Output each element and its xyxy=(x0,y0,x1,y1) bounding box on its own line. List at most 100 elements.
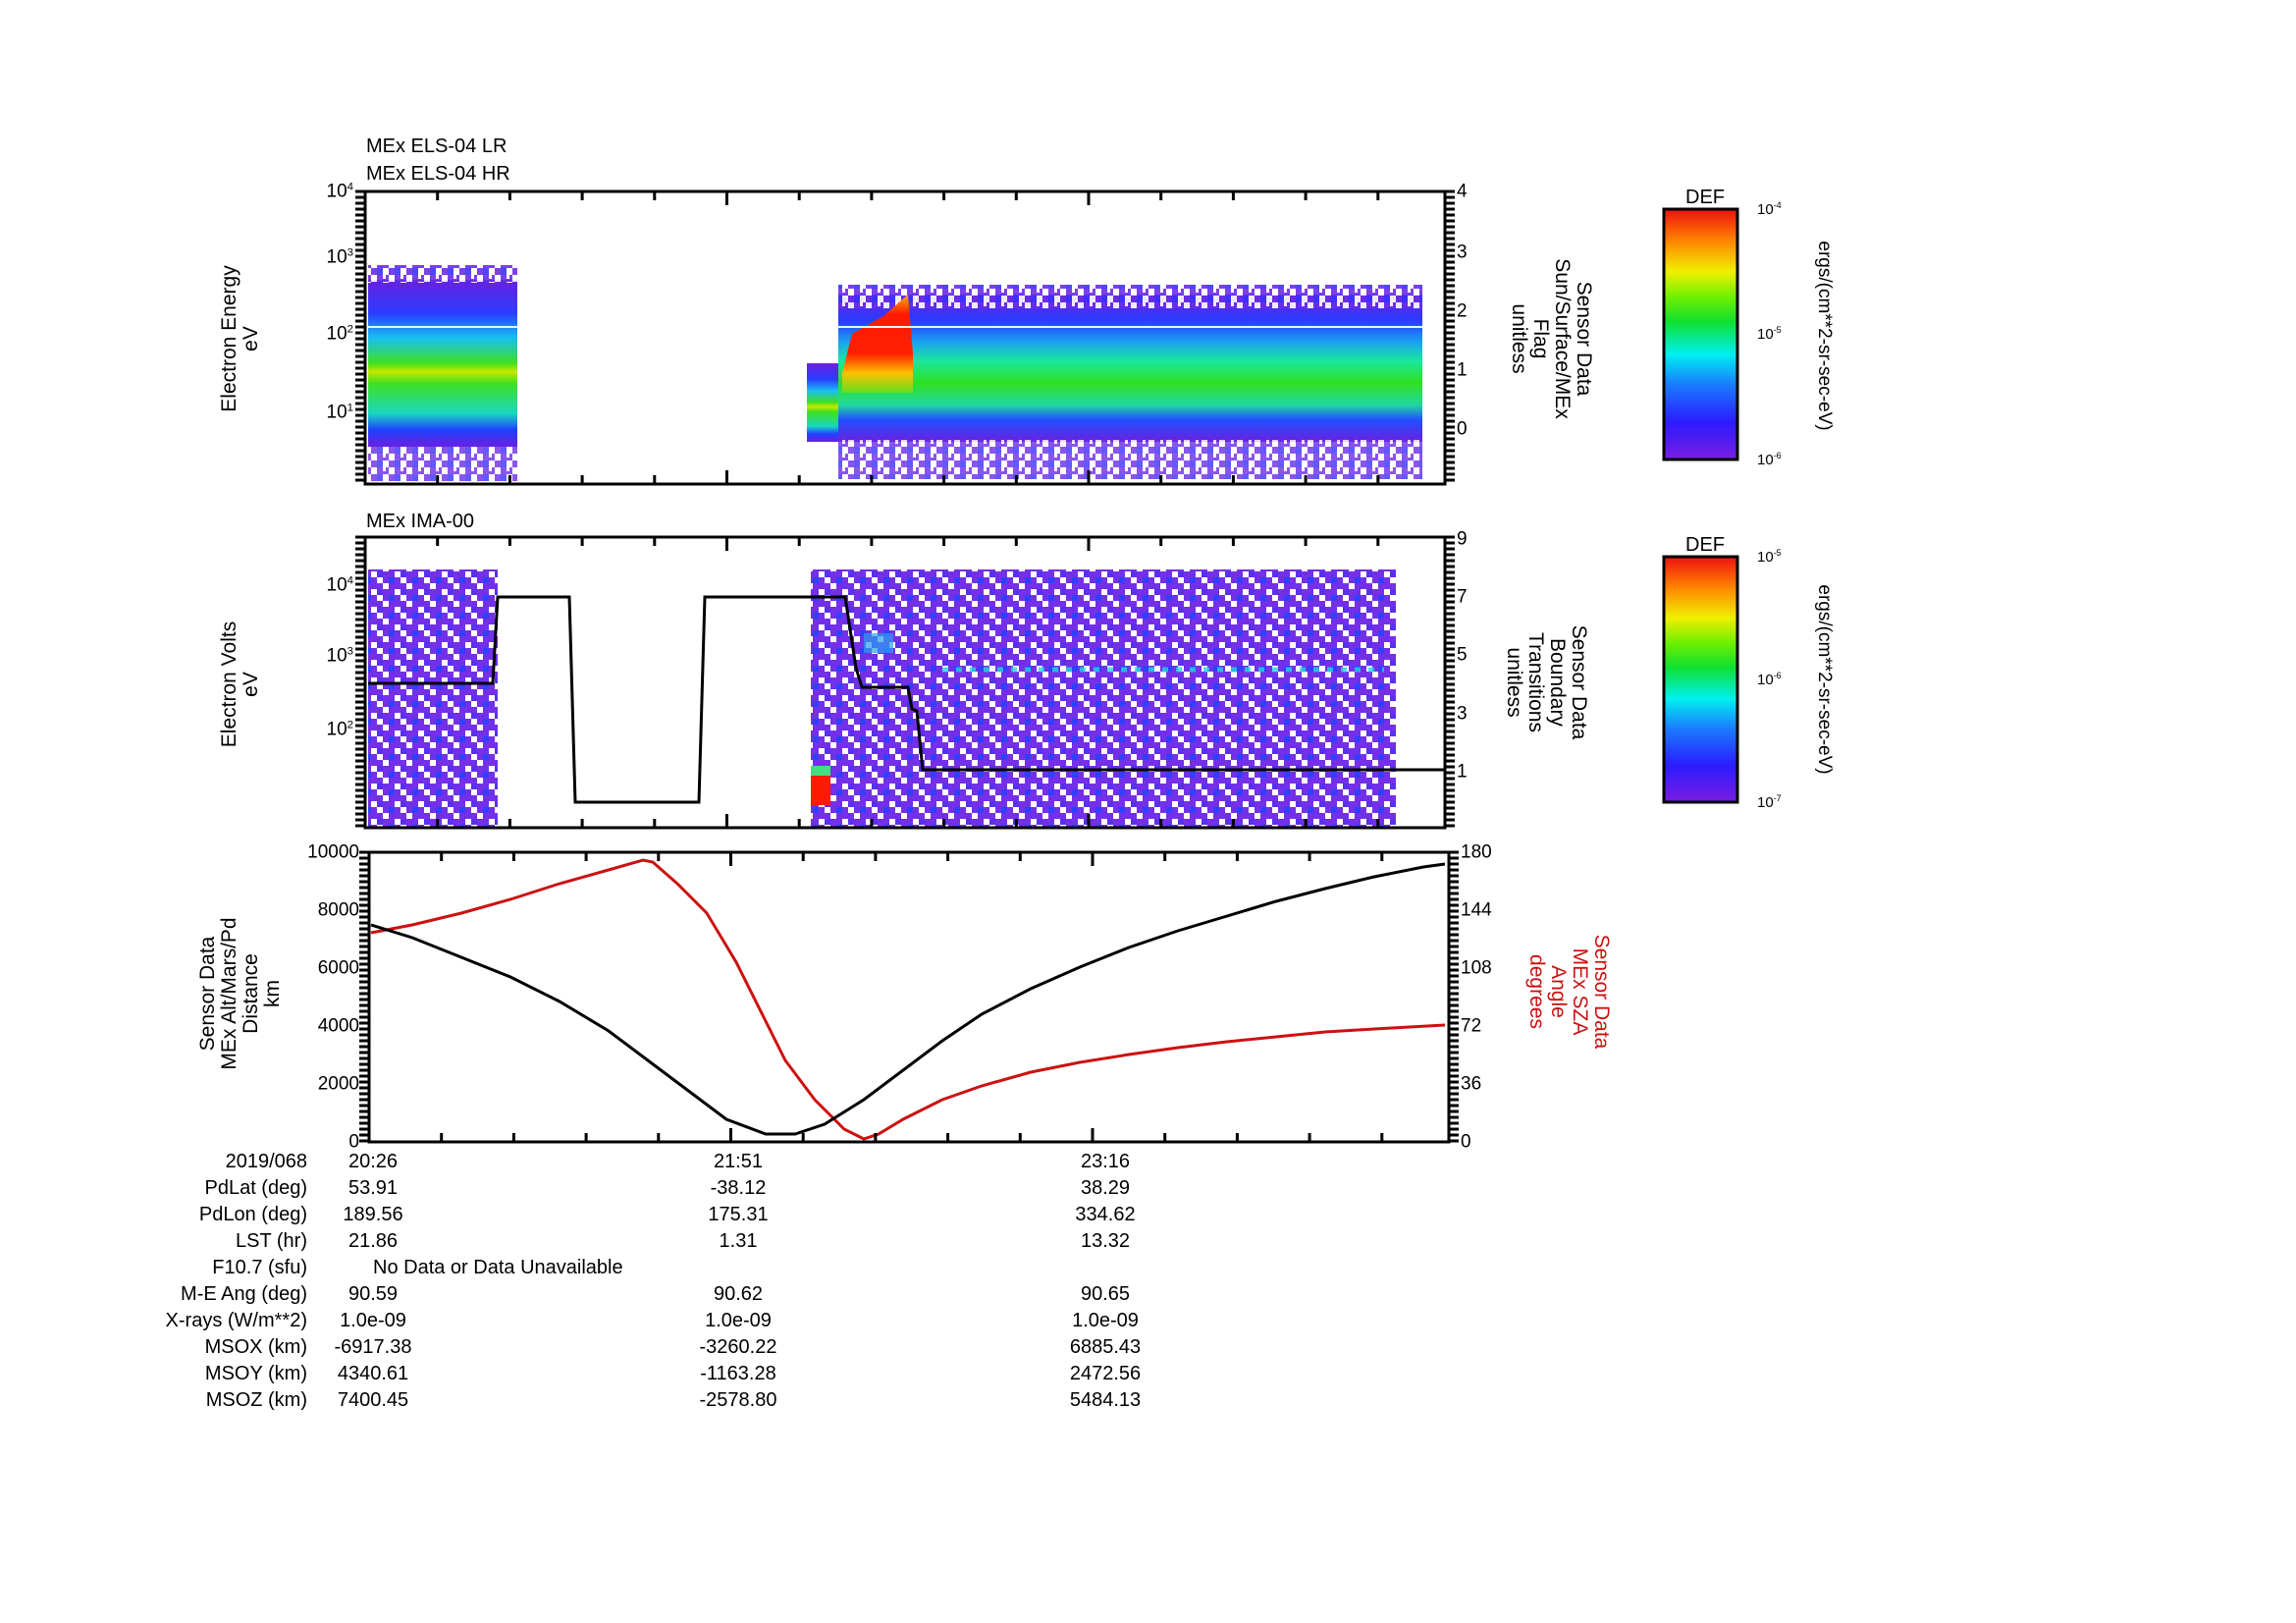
colorbar-middle xyxy=(1662,555,1739,804)
table-row-label: MSOZ (km) xyxy=(205,1389,307,1411)
top-ytick-label: 101 xyxy=(326,402,353,423)
middle-right-ytick-label: 1 xyxy=(1457,761,1468,783)
bottom-line-panel xyxy=(367,850,1451,1144)
bottom-ytick-label: 2000 xyxy=(317,1073,359,1095)
bottom-right-ytick-label: 144 xyxy=(1461,899,1492,921)
axis-ticks xyxy=(355,189,1459,1143)
middle-right-ytick-label: 5 xyxy=(1457,644,1468,666)
table-cell: -2578.80 xyxy=(699,1389,777,1411)
bottom-right-ytick-label: 180 xyxy=(1461,841,1492,863)
table-row-label: MSOX (km) xyxy=(204,1336,307,1358)
table-cell: 90.62 xyxy=(713,1283,764,1305)
ima-data-block-1 xyxy=(368,569,498,827)
time-tick-3: 23:16 xyxy=(1080,1151,1131,1172)
table-cell: 90.59 xyxy=(347,1283,399,1305)
top-right-ylabel: Sensor Data Sun/Surface/MEx Flag unitless xyxy=(1508,258,1595,419)
top-panel-title-2: MEx ELS-04 HR xyxy=(366,163,510,185)
table-cell: 21.86 xyxy=(347,1230,399,1252)
table-row-label: F10.7 (sfu) xyxy=(212,1257,307,1278)
table-cell: 5484.13 xyxy=(1069,1389,1142,1411)
colorbar-mid-label: 10-5 xyxy=(1757,325,1782,343)
table-date: 2019/068 xyxy=(225,1151,307,1172)
middle-right-ytick-label: 7 xyxy=(1457,586,1468,608)
table-cell: -1163.28 xyxy=(700,1363,776,1384)
bottom-ytick-label: 4000 xyxy=(317,1015,359,1037)
table-cell: 1.31 xyxy=(719,1230,758,1252)
bottom-right-ytick-label: 36 xyxy=(1461,1073,1482,1095)
table-cell: -38.12 xyxy=(710,1177,767,1199)
time-tick-2: 21:51 xyxy=(713,1151,764,1172)
middle-ytick-label: 103 xyxy=(326,645,353,667)
bottom-right-ylabel: Sensor Data MEx SZA Angle degrees xyxy=(1525,934,1613,1050)
middle-right-ylabel: Sensor Data Boundary Transitions unitless xyxy=(1503,624,1590,740)
bottom-right-ytick-label: 108 xyxy=(1461,957,1492,979)
colorbar-max-label: 10-4 xyxy=(1757,200,1782,218)
ima-data-block-2 xyxy=(811,569,1396,827)
middle-spectrogram-panel xyxy=(363,535,1447,830)
top-right-ytick-label: 3 xyxy=(1457,242,1468,263)
table-cell: 175.31 xyxy=(708,1204,769,1225)
middle-right-ytick-label: 9 xyxy=(1457,528,1468,550)
els-data-block-2 xyxy=(838,295,1422,442)
colorbar-top-unit: ergs/(cm**2-sr-sec-eV) xyxy=(1814,241,1835,431)
bottom-right-ytick-label: 0 xyxy=(1461,1131,1471,1153)
middle-ytick-label: 104 xyxy=(326,574,353,596)
table-cell: -6917.38 xyxy=(334,1336,412,1358)
table-cell: 1.0e-09 xyxy=(1072,1310,1139,1331)
table-note: No Data or Data Unavailable xyxy=(373,1257,623,1278)
table-row-label: LST (hr) xyxy=(236,1230,307,1252)
els-burst xyxy=(842,295,913,393)
boundary-transitions-line xyxy=(368,595,1445,804)
colorbar-min-label: 10-7 xyxy=(1757,793,1782,811)
top-ytick-label: 103 xyxy=(326,246,353,268)
top-right-ytick-label: 4 xyxy=(1457,181,1468,202)
table-cell: 38.29 xyxy=(1080,1177,1131,1199)
table-cell: 4340.61 xyxy=(337,1363,409,1384)
top-ytick-label: 104 xyxy=(326,181,353,202)
middle-panel-title: MEx IMA-00 xyxy=(366,511,475,532)
colorbar-middle-title: DEF xyxy=(1685,534,1725,556)
table-cell: -3260.22 xyxy=(699,1336,777,1358)
table-row-label: PdLon (deg) xyxy=(198,1204,307,1225)
table-cell: 1.0e-09 xyxy=(705,1310,772,1331)
table-cell: 2472.56 xyxy=(1069,1363,1142,1384)
colorbar-top xyxy=(1662,207,1739,461)
table-row-label: M-E Ang (deg) xyxy=(181,1283,307,1305)
table-cell: 334.62 xyxy=(1075,1204,1136,1225)
bottom-ytick-label: 8000 xyxy=(317,899,359,921)
top-right-ytick-label: 1 xyxy=(1457,359,1468,381)
table-cell: 13.32 xyxy=(1080,1230,1131,1252)
colorbar-middle-unit: ergs/(cm**2-sr-sec-eV) xyxy=(1814,584,1835,775)
top-ylabel: Electron Energy eV xyxy=(218,265,262,412)
bottom-ytick-label: 6000 xyxy=(317,957,359,979)
top-right-ytick-label: 2 xyxy=(1457,300,1468,322)
table-cell: 90.65 xyxy=(1080,1283,1131,1305)
bottom-ylabel: Sensor Data MEx Alt/Mars/Pd Distance km xyxy=(196,917,284,1070)
colorbar-mid-label: 10-6 xyxy=(1757,671,1782,688)
table-cell: 6885.43 xyxy=(1069,1336,1142,1358)
table-cell: 189.56 xyxy=(343,1204,403,1225)
table-row-label: X-rays (W/m**2) xyxy=(165,1310,307,1331)
table-row-label: MSOY (km) xyxy=(204,1363,307,1384)
colorbar-top-title: DEF xyxy=(1685,187,1725,208)
table-cell: 53.91 xyxy=(347,1177,399,1199)
table-cell: 7400.45 xyxy=(337,1389,409,1411)
bottom-ytick-label: 10000 xyxy=(307,841,359,863)
middle-ylabel: Electron Volts eV xyxy=(218,621,262,748)
bottom-ytick-label: 0 xyxy=(348,1131,359,1153)
time-tick-1: 20:26 xyxy=(347,1151,399,1172)
top-spectrogram-panel xyxy=(363,189,1447,486)
bottom-right-ytick-label: 72 xyxy=(1461,1015,1482,1037)
altitude-line xyxy=(370,862,1446,1136)
top-panel-title-1: MEx ELS-04 LR xyxy=(366,135,507,157)
table-row-label: PdLat (deg) xyxy=(204,1177,307,1199)
top-right-ytick-label: 0 xyxy=(1457,418,1468,440)
sza-line xyxy=(370,858,1446,1141)
table-cell: 1.0e-09 xyxy=(340,1310,406,1331)
top-ytick-label: 102 xyxy=(326,323,353,345)
middle-ytick-label: 102 xyxy=(326,719,353,740)
colorbar-max-label: 10-5 xyxy=(1757,548,1782,566)
els-data-block-1 xyxy=(368,280,517,447)
middle-right-ytick-label: 3 xyxy=(1457,703,1468,725)
